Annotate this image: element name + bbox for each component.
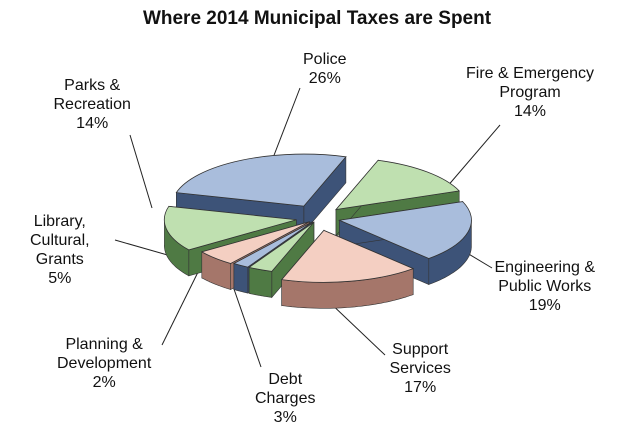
leader-line [161, 263, 203, 346]
pie-slice [280, 229, 415, 309]
slice-label: Engineering & Public Works 19% [495, 258, 596, 315]
slice-label-percent: 26% [308, 70, 341, 87]
slice-label-name: Planning & [65, 336, 143, 353]
slice-label-name: Police [303, 51, 347, 68]
slice-label-percent: 5% [48, 270, 72, 287]
slice-label-name: Development [57, 355, 152, 372]
slice-label-name: Grants [35, 251, 84, 268]
slice-label: Police 26% [303, 50, 347, 88]
slice-label-name: Debt [268, 371, 303, 388]
pie-slice-top [175, 153, 347, 207]
slice-label-name: Charges [255, 390, 316, 407]
pie-slice-top [280, 229, 415, 283]
chart-title: Where 2014 Municipal Taxes are Spent [142, 8, 492, 29]
slice-label: Planning & Development 2% [57, 335, 151, 392]
slice-label-percent: 2% [92, 374, 116, 391]
slice-label: Fire & Emergency Program 14% [466, 64, 594, 121]
slice-label-name: Support [392, 341, 449, 358]
slice-label-percent: 17% [404, 379, 437, 396]
slice-label-name: Parks & [64, 77, 121, 94]
pie-slice-side [248, 267, 273, 298]
slice-label-name: Program [499, 84, 561, 101]
slice-label-name: Library, [33, 213, 86, 230]
slice-label: Library, Cultural, Grants 5% [30, 212, 90, 288]
pie-slice-top [337, 201, 472, 259]
slice-label-name: Recreation [53, 96, 131, 113]
slice-label-percent: 14% [514, 103, 547, 120]
pie-slices [163, 153, 472, 309]
slice-label: Debt Charges 3% [255, 370, 315, 427]
pie-slice-top [248, 221, 315, 272]
slice-label: Support Services 17% [390, 340, 451, 397]
pie-slice-top [232, 221, 313, 268]
slice-label-percent: 14% [76, 115, 109, 132]
slice-label: Parks & Recreation 14% [54, 76, 131, 133]
leader-line [129, 134, 153, 209]
slice-label-name: Fire & Emergency [466, 65, 595, 82]
slice-label-percent: 3% [273, 409, 297, 426]
pie-slice-top [163, 205, 297, 251]
pie-slice-top [200, 221, 310, 264]
slice-label-name: Services [389, 360, 451, 377]
pie-slice-top [334, 159, 461, 211]
slice-label-name: Cultural, [30, 232, 90, 249]
slice-label-percent: 19% [528, 297, 561, 314]
pie-slice-side [233, 263, 249, 294]
slice-label-name: Public Works [498, 278, 592, 295]
slice-label-name: Engineering & [494, 259, 596, 276]
